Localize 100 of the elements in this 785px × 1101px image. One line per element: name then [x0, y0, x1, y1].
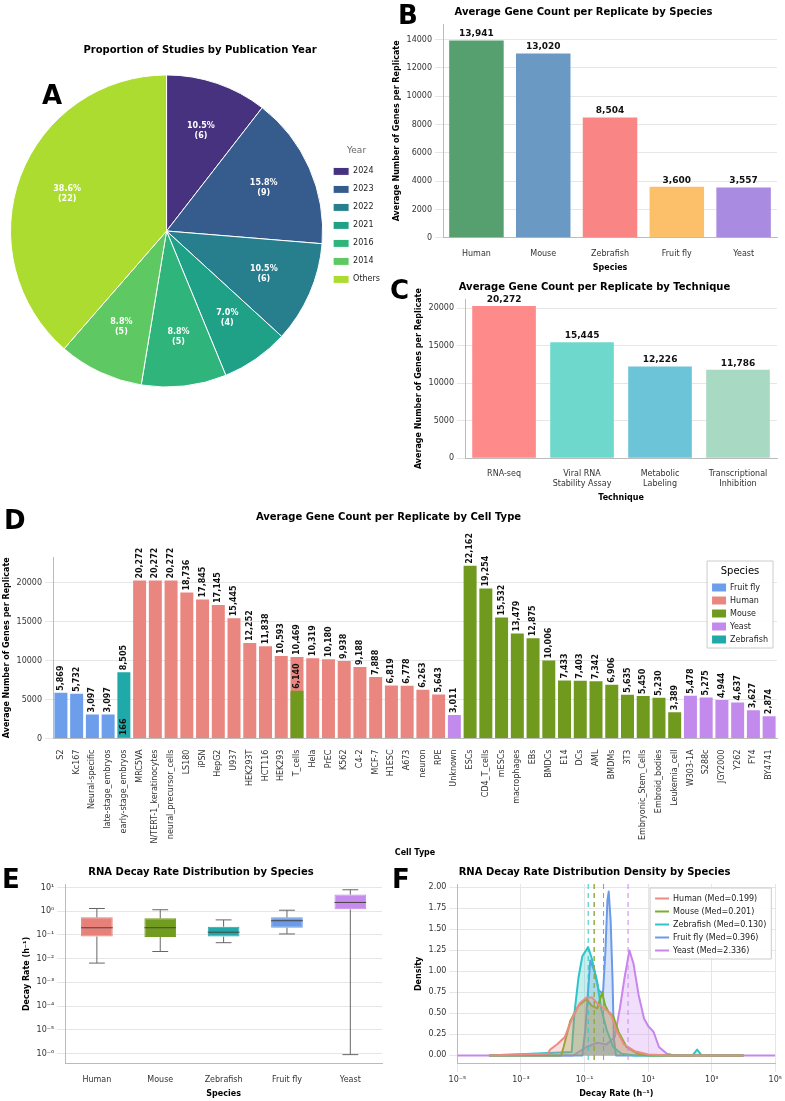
legend-label: Zebrafish [730, 634, 768, 644]
data-label: 20,272 [150, 547, 160, 579]
legend-label: Yeast (Med=2.336) [672, 945, 750, 955]
legend-label: Mouse [730, 608, 757, 618]
y-tick-label: 10⁻² [36, 953, 55, 963]
data-label: 38.6% (22) [53, 183, 82, 203]
y-tick-label: 20000 [16, 577, 43, 587]
data-label: 17,145 [213, 571, 223, 603]
y-tick-label: 10¹ [40, 882, 55, 892]
x-tick-label: early-stage_embryos [118, 749, 128, 834]
chart-title: RNA Decay Rate Distribution by Species [88, 865, 314, 877]
bar [337, 661, 351, 739]
bar [526, 638, 540, 739]
data-label: 10.5% (6) [187, 120, 215, 140]
x-tick-label: 10⁻⁵ [448, 1074, 467, 1084]
y-tick-label: 0 [426, 232, 433, 242]
y-tick-label: 0.00 [428, 1050, 447, 1060]
bar [746, 710, 760, 739]
x-tick-label: W303-1A [685, 749, 695, 787]
bar [384, 685, 398, 739]
x-tick-label: CD4_T_cells [480, 749, 490, 798]
data-label: 10.5% (6) [249, 263, 278, 283]
x-tick-label: 10¹ [641, 1074, 655, 1084]
data-label: 6,778 [402, 657, 412, 684]
bar [290, 690, 304, 739]
bar [306, 658, 320, 739]
y-tick-label: 10⁻¹ [36, 930, 55, 939]
text: A [42, 80, 63, 110]
x-tick-label: Zebrafish [591, 248, 629, 258]
data-label: 6,263 [417, 662, 427, 688]
data-label: 5,635 [622, 666, 632, 693]
data-label: 10,593 [276, 623, 286, 654]
data-label: 22,162 [465, 532, 475, 564]
bar [510, 633, 524, 739]
bar [628, 366, 692, 458]
bar [133, 580, 147, 739]
y-tick-label: 10⁻³ [36, 977, 55, 987]
data-label: 8.8% (5) [110, 317, 133, 337]
bar [148, 580, 162, 739]
y-tick-label: 15000 [428, 340, 455, 350]
legend-label: Human (Med=0.199) [673, 893, 758, 903]
x-tick-label: 3T3 [622, 749, 632, 765]
y-tick-label: 14000 [406, 34, 433, 44]
x-tick-label: C4-2 [355, 749, 365, 769]
x-tick-label: mESCs [496, 749, 506, 778]
data-label: 12,252 [244, 610, 254, 642]
data-label: 7.0% (4) [216, 308, 239, 328]
data-label: 8,504 [595, 105, 625, 116]
bar [652, 697, 666, 739]
bar [227, 618, 241, 739]
bar [472, 305, 536, 458]
x-tick-label: Fruit fly [661, 248, 693, 258]
x-tick-label: 10⁻³ [512, 1074, 530, 1084]
y-axis-title: Decay Rate (h⁻¹) [21, 936, 31, 1012]
legend-label: 2016 [353, 238, 374, 248]
x-tick-label: MRC5VA [134, 749, 144, 783]
chart-title: Average Gene Count per Replicate by Species [454, 5, 713, 17]
text: C [390, 275, 410, 305]
bar [706, 369, 770, 458]
bar [699, 697, 713, 739]
bar [668, 712, 682, 739]
x-tick-label: Human [82, 1074, 112, 1084]
data-label: 6,819 [386, 657, 396, 684]
x-tick-label: Viral RNA Stability Assay [552, 469, 612, 488]
data-label: 9,188 [355, 639, 365, 665]
bar [620, 694, 634, 739]
bar [558, 680, 572, 739]
data-label: 13,479 [512, 600, 522, 632]
bar [54, 692, 68, 739]
x-tick-label: Yeast [338, 1074, 361, 1084]
data-label: 12,875 [528, 604, 538, 637]
x-tick-label: MCF-7 [370, 749, 380, 775]
data-label: 3,097 [103, 687, 113, 713]
data-label: 19,254 [480, 555, 490, 587]
bar [449, 40, 504, 238]
legend-title: Year [346, 145, 367, 156]
data-label: 4,944 [716, 672, 726, 699]
legend-label: Yeast [729, 621, 751, 631]
bar [164, 580, 178, 739]
data-label: 5,869 [56, 665, 65, 691]
data-label: 10,319 [307, 624, 317, 657]
y-tick-label: 10⁰ [40, 906, 55, 916]
data-label: 11,786 [720, 357, 756, 368]
x-tick-label: 10³ [705, 1074, 719, 1084]
x-tick-label: Embryonic_Stem_Cells [638, 749, 648, 841]
x-tick-label: HEK293 [276, 749, 286, 782]
x-tick-label: T_cells [292, 749, 302, 778]
legend-label: Zebrafish (Med=0.130) [673, 919, 767, 929]
bar [479, 588, 493, 739]
legend-label: Fruit fly [730, 582, 761, 592]
x-tick-label: late-stage_embryos [103, 749, 113, 829]
text: E [2, 864, 20, 894]
data-label: 6,140 [292, 662, 302, 689]
x-tick-label: A673 [402, 749, 412, 771]
bar [259, 646, 273, 739]
data-label: 20,272 [486, 293, 522, 304]
bar [321, 659, 335, 739]
data-label: 5,275 [701, 669, 711, 696]
bar [495, 617, 509, 739]
x-tick-label: Hela [307, 749, 317, 768]
